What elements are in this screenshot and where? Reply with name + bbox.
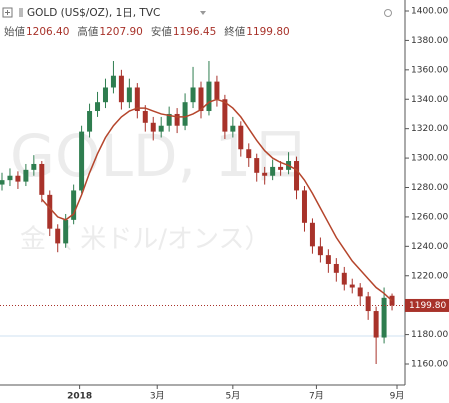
candle-body — [110, 75, 116, 88]
candle-body — [79, 131, 85, 191]
candle-body — [166, 113, 172, 126]
symbol-icon — [19, 8, 23, 17]
candle-body — [365, 296, 371, 312]
candle-body — [150, 122, 156, 132]
y-axis-area — [405, 0, 449, 385]
last-price-box — [405, 298, 449, 312]
expand-icon[interactable] — [2, 7, 13, 18]
candle-body — [102, 87, 108, 103]
y-tick-label: 1180.00 — [411, 330, 448, 340]
y-tick-label: 1260.00 — [411, 212, 448, 222]
candle-body — [214, 81, 220, 100]
candle-body — [15, 175, 21, 182]
x-tick-label: 9月 — [390, 391, 405, 402]
x-tick-label: 7月 — [309, 391, 324, 402]
candle-body — [63, 219, 69, 244]
candle-body — [262, 172, 268, 176]
candle-body — [87, 111, 93, 132]
candle-body — [317, 246, 323, 256]
candle-body — [278, 166, 284, 170]
candle-body — [31, 163, 37, 170]
candle-body — [349, 284, 355, 288]
candle-body — [341, 272, 347, 285]
candle-body — [246, 149, 252, 159]
y-tick-label: 1360.00 — [411, 65, 448, 75]
candle-body — [309, 222, 315, 247]
candle-body — [182, 102, 188, 126]
candle-body — [7, 175, 13, 181]
moving-average-line — [41, 98, 393, 302]
candle-body — [333, 263, 339, 273]
ohlc-value: 1196.45 — [173, 26, 216, 38]
candle-body — [198, 87, 204, 112]
candle-body — [381, 297, 387, 338]
x-tick-label: 5月 — [225, 391, 240, 402]
ohlc-value: 1199.80 — [246, 26, 289, 38]
watermark-subtitle: 金（ 米ドル/オンス） — [20, 225, 271, 255]
header-title: GOLD (US$/OZ), 1日, TVC — [27, 7, 160, 19]
ohlc-legend: 始値 1206.40 高値 1207.90 安値 1196.45 終値 1199.80 — [4, 25, 290, 38]
ohlc-label: 終値 — [224, 25, 245, 38]
candle-body — [95, 102, 101, 112]
y-tick-label: 1220.00 — [411, 271, 448, 281]
candle-body — [47, 194, 53, 229]
candle-body — [238, 125, 244, 150]
candle-body — [174, 113, 180, 126]
candle-body — [222, 99, 228, 132]
y-tick-label: 1340.00 — [411, 95, 448, 105]
ohlc-label: 安値 — [151, 25, 172, 38]
candle-body — [294, 161, 300, 191]
candle-body — [23, 169, 29, 182]
candle-body — [142, 111, 148, 123]
y-tick-label: 1380.00 — [411, 36, 448, 46]
candle-body — [0, 180, 5, 185]
candle-body — [118, 75, 124, 103]
ohlc-label: 始値 — [4, 25, 25, 38]
y-tick-label: 1280.00 — [411, 183, 448, 193]
ohlc-label: 高値 — [77, 25, 98, 38]
settings-icon[interactable] — [384, 9, 392, 17]
candle-body — [158, 125, 164, 132]
axes: 1160.001180.001200.001220.001240.001260.… — [67, 7, 449, 402]
x-tick-label: 3月 — [150, 391, 165, 402]
dropdown-icon[interactable] — [200, 11, 206, 15]
y-tick-label: 1400.00 — [411, 7, 448, 17]
candle-body — [373, 311, 379, 338]
y-tick-label: 1320.00 — [411, 124, 448, 134]
candle-body — [126, 87, 132, 103]
candle-body — [270, 166, 276, 176]
candle-body — [325, 255, 331, 264]
candle-body — [230, 125, 236, 132]
candle-body — [71, 190, 77, 220]
last-price-label: 1199.80 — [409, 301, 446, 311]
candle-body — [357, 287, 363, 297]
ohlc-value: 1207.90 — [99, 26, 142, 38]
candle-body — [301, 190, 307, 223]
candle-body — [55, 228, 61, 244]
candle-body — [206, 81, 212, 112]
plot-area — [0, 61, 405, 364]
ohlc-value: 1206.40 — [26, 26, 69, 38]
candle-body — [190, 87, 196, 103]
candle-body — [39, 163, 45, 195]
candle-body — [254, 158, 260, 173]
y-tick-label: 1240.00 — [411, 242, 448, 252]
watermark-title: GOLD, 1日 — [10, 122, 309, 190]
candle-body — [134, 87, 140, 112]
x-tick-label: 2018 — [67, 392, 92, 402]
y-tick-label: 1160.00 — [411, 360, 448, 370]
y-tick-label: 1300.00 — [411, 154, 448, 164]
